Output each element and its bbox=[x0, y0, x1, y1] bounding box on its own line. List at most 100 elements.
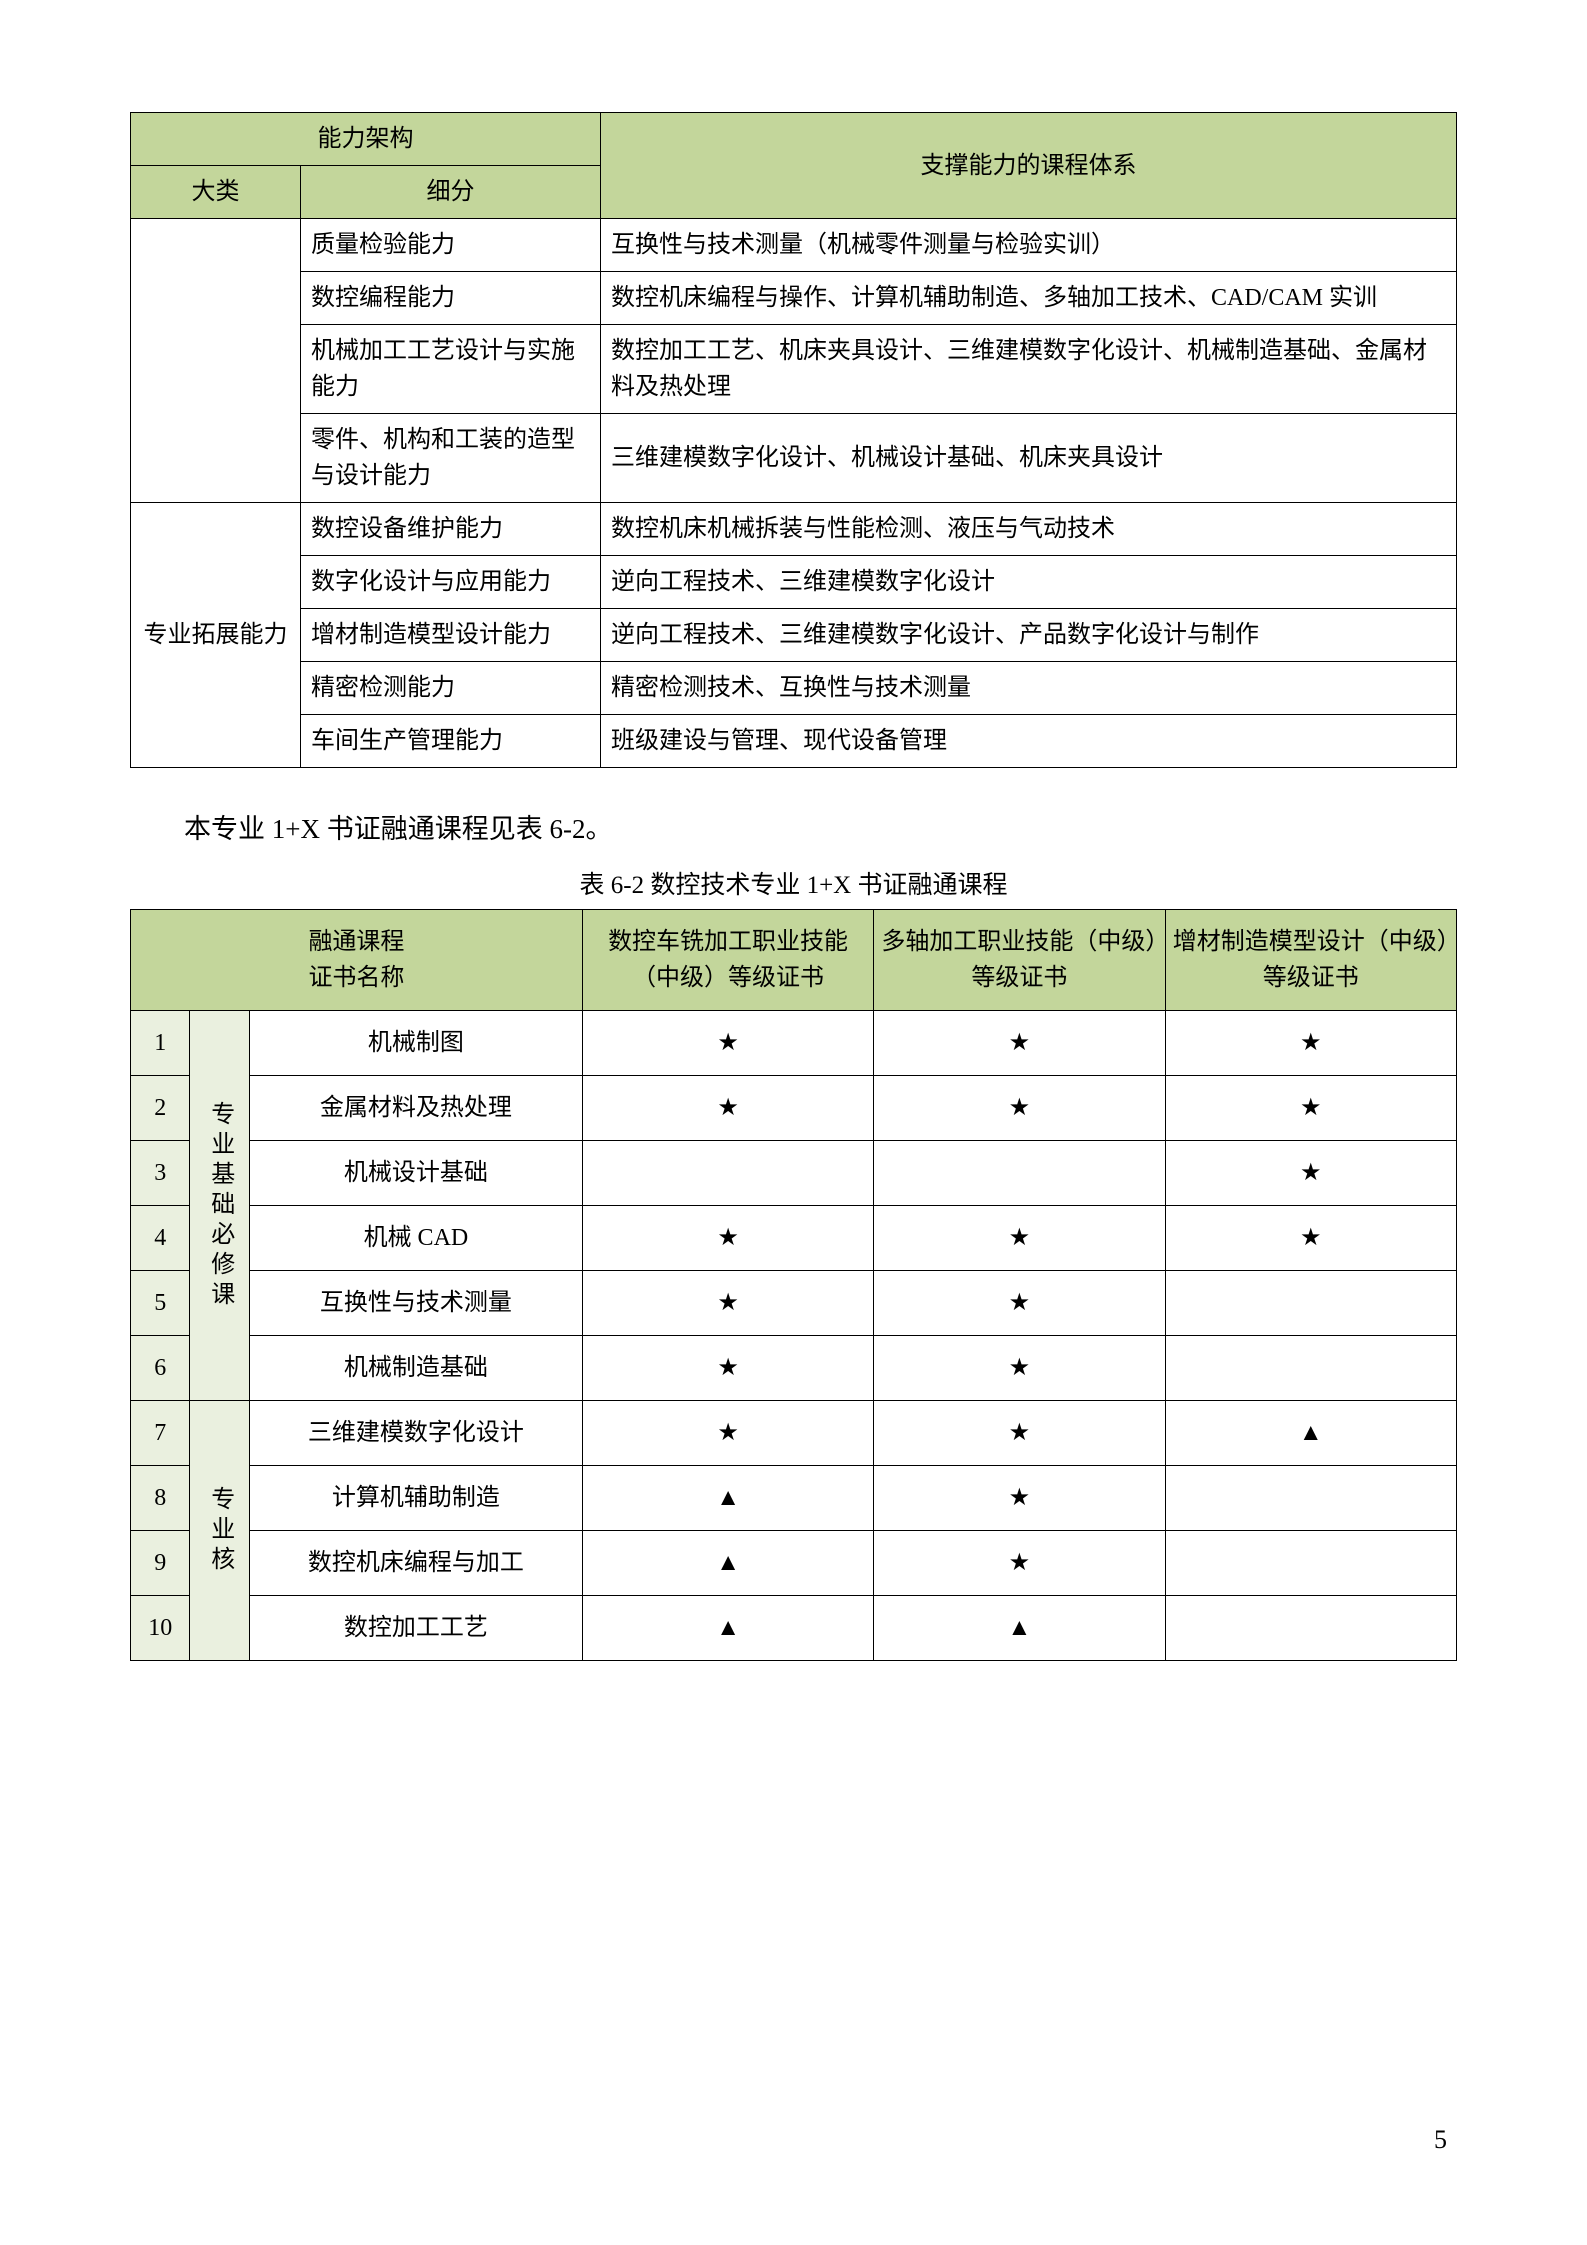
mark bbox=[1165, 1531, 1456, 1596]
row-num: 6 bbox=[131, 1336, 190, 1401]
mark: ★ bbox=[874, 1466, 1165, 1531]
ability-table: 能力架构 支撑能力的课程体系 大类 细分 质量检验能力 互换性与技术测量（机械零… bbox=[130, 112, 1457, 768]
t2-h4: 增材制造模型设计（中级）等级证书 bbox=[1165, 910, 1456, 1011]
t2-group2-label: 专业核 bbox=[190, 1401, 249, 1661]
mark: ★ bbox=[874, 1206, 1165, 1271]
cell: 质量检验能力 bbox=[301, 219, 601, 272]
mark bbox=[874, 1141, 1165, 1206]
mark bbox=[1165, 1271, 1456, 1336]
table-row: 专业拓展能力 数控设备维护能力 数控机床机械拆装与性能检测、液压与气动技术 bbox=[131, 503, 1457, 556]
cell: 机械加工工艺设计与实施能力 bbox=[301, 325, 601, 414]
intro-text: 本专业 1+X 书证融通课程见表 6-2。 bbox=[130, 804, 1457, 855]
cell: 班级建设与管理、现代设备管理 bbox=[601, 715, 1457, 768]
mark: ▲ bbox=[582, 1531, 873, 1596]
cell: 互换性与技术测量（机械零件测量与检验实训） bbox=[601, 219, 1457, 272]
table-row: 零件、机构和工装的造型与设计能力 三维建模数字化设计、机械设计基础、机床夹具设计 bbox=[131, 414, 1457, 503]
t1-g1-label bbox=[131, 219, 301, 503]
mark bbox=[582, 1141, 873, 1206]
mark: ★ bbox=[874, 1271, 1165, 1336]
table-row: 数控编程能力 数控机床编程与操作、计算机辅助制造、多轴加工技术、CAD/CAM … bbox=[131, 272, 1457, 325]
table-row: 8 计算机辅助制造 ▲ ★ bbox=[131, 1466, 1457, 1531]
mark: ★ bbox=[874, 1011, 1165, 1076]
row-num: 4 bbox=[131, 1206, 190, 1271]
course: 计算机辅助制造 bbox=[249, 1466, 582, 1531]
row-num: 9 bbox=[131, 1531, 190, 1596]
mark bbox=[1165, 1466, 1456, 1531]
table-row: 5 互换性与技术测量 ★ ★ bbox=[131, 1271, 1457, 1336]
t1-h1b: 细分 bbox=[301, 166, 601, 219]
mark: ★ bbox=[582, 1011, 873, 1076]
table-row: 机械加工工艺设计与实施能力 数控加工工艺、机床夹具设计、三维建模数字化设计、机械… bbox=[131, 325, 1457, 414]
course: 机械设计基础 bbox=[249, 1141, 582, 1206]
t2-h1: 融通课程 证书名称 bbox=[131, 910, 583, 1011]
cell: 逆向工程技术、三维建模数字化设计、产品数字化设计与制作 bbox=[601, 609, 1457, 662]
t1-g2-label: 专业拓展能力 bbox=[131, 503, 301, 768]
mark: ★ bbox=[1165, 1206, 1456, 1271]
t2-group1-label: 专业基础必修课 bbox=[190, 1011, 249, 1401]
cell: 数控加工工艺、机床夹具设计、三维建模数字化设计、机械制造基础、金属材料及热处理 bbox=[601, 325, 1457, 414]
table-row: 质量检验能力 互换性与技术测量（机械零件测量与检验实训） bbox=[131, 219, 1457, 272]
cell: 数控编程能力 bbox=[301, 272, 601, 325]
certificate-table: 融通课程 证书名称 数控车铣加工职业技能（中级）等级证书 多轴加工职业技能（中级… bbox=[130, 909, 1457, 1661]
table-row: 3 机械设计基础 ★ bbox=[131, 1141, 1457, 1206]
page-number: 5 bbox=[1434, 2125, 1447, 2155]
cell: 零件、机构和工装的造型与设计能力 bbox=[301, 414, 601, 503]
mark: ★ bbox=[582, 1401, 873, 1466]
mark: ★ bbox=[1165, 1076, 1456, 1141]
table-row: 增材制造模型设计能力 逆向工程技术、三维建模数字化设计、产品数字化设计与制作 bbox=[131, 609, 1457, 662]
table-row: 2 金属材料及热处理 ★ ★ ★ bbox=[131, 1076, 1457, 1141]
cell: 数控机床编程与操作、计算机辅助制造、多轴加工技术、CAD/CAM 实训 bbox=[601, 272, 1457, 325]
t2-h3: 多轴加工职业技能（中级）等级证书 bbox=[874, 910, 1165, 1011]
cell: 车间生产管理能力 bbox=[301, 715, 601, 768]
row-num: 5 bbox=[131, 1271, 190, 1336]
course: 互换性与技术测量 bbox=[249, 1271, 582, 1336]
mark bbox=[1165, 1336, 1456, 1401]
course: 三维建模数字化设计 bbox=[249, 1401, 582, 1466]
mark: ★ bbox=[582, 1076, 873, 1141]
table2-caption: 表 6-2 数控技术专业 1+X 书证融通课程 bbox=[130, 865, 1457, 901]
mark: ▲ bbox=[582, 1596, 873, 1661]
course: 数控机床编程与加工 bbox=[249, 1531, 582, 1596]
table-row: 数字化设计与应用能力 逆向工程技术、三维建模数字化设计 bbox=[131, 556, 1457, 609]
mark: ★ bbox=[1165, 1141, 1456, 1206]
table-row: 7 专业核 三维建模数字化设计 ★ ★ ▲ bbox=[131, 1401, 1457, 1466]
mark: ▲ bbox=[1165, 1401, 1456, 1466]
t1-h2: 支撑能力的课程体系 bbox=[601, 113, 1457, 219]
cell: 增材制造模型设计能力 bbox=[301, 609, 601, 662]
row-num: 8 bbox=[131, 1466, 190, 1531]
course: 机械制图 bbox=[249, 1011, 582, 1076]
table-row: 精密检测能力 精密检测技术、互换性与技术测量 bbox=[131, 662, 1457, 715]
mark: ★ bbox=[874, 1531, 1165, 1596]
course: 数控加工工艺 bbox=[249, 1596, 582, 1661]
row-num: 2 bbox=[131, 1076, 190, 1141]
table-row: 车间生产管理能力 班级建设与管理、现代设备管理 bbox=[131, 715, 1457, 768]
t1-h1a: 大类 bbox=[131, 166, 301, 219]
mark: ▲ bbox=[582, 1466, 873, 1531]
mark bbox=[1165, 1596, 1456, 1661]
row-num: 7 bbox=[131, 1401, 190, 1466]
table-row: 6 机械制造基础 ★ ★ bbox=[131, 1336, 1457, 1401]
mark: ★ bbox=[582, 1206, 873, 1271]
mark: ★ bbox=[1165, 1011, 1456, 1076]
row-num: 3 bbox=[131, 1141, 190, 1206]
course: 机械 CAD bbox=[249, 1206, 582, 1271]
mark: ▲ bbox=[874, 1596, 1165, 1661]
table-row: 4 机械 CAD ★ ★ ★ bbox=[131, 1206, 1457, 1271]
cell: 逆向工程技术、三维建模数字化设计 bbox=[601, 556, 1457, 609]
mark: ★ bbox=[874, 1401, 1165, 1466]
cell: 数控机床机械拆装与性能检测、液压与气动技术 bbox=[601, 503, 1457, 556]
cell: 数字化设计与应用能力 bbox=[301, 556, 601, 609]
t1-h1: 能力架构 bbox=[131, 113, 601, 166]
mark: ★ bbox=[874, 1076, 1165, 1141]
mark: ★ bbox=[582, 1336, 873, 1401]
course: 金属材料及热处理 bbox=[249, 1076, 582, 1141]
table-row: 1 专业基础必修课 机械制图 ★ ★ ★ bbox=[131, 1011, 1457, 1076]
table-row: 10 数控加工工艺 ▲ ▲ bbox=[131, 1596, 1457, 1661]
row-num: 10 bbox=[131, 1596, 190, 1661]
cell: 数控设备维护能力 bbox=[301, 503, 601, 556]
table-row: 9 数控机床编程与加工 ▲ ★ bbox=[131, 1531, 1457, 1596]
mark: ★ bbox=[582, 1271, 873, 1336]
cell: 精密检测能力 bbox=[301, 662, 601, 715]
t2-h2: 数控车铣加工职业技能（中级）等级证书 bbox=[582, 910, 873, 1011]
row-num: 1 bbox=[131, 1011, 190, 1076]
